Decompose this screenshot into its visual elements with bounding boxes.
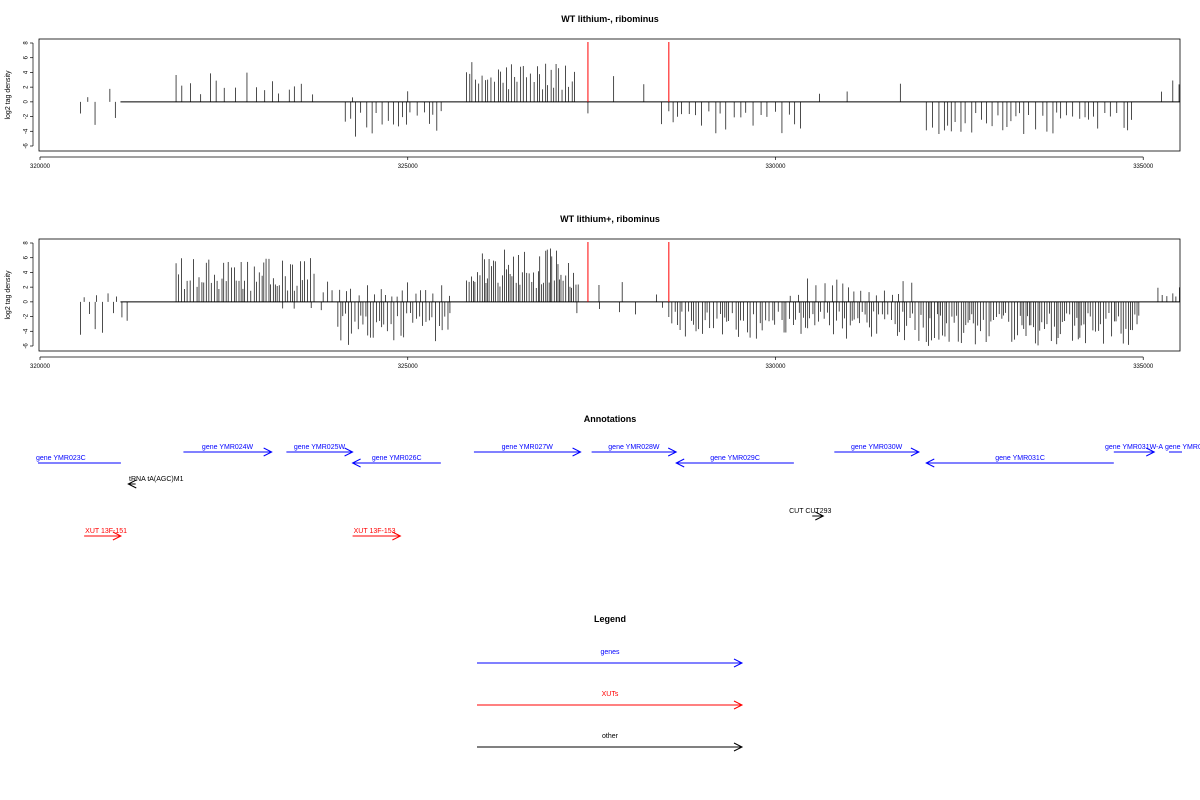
feature-arrow <box>127 479 137 489</box>
feature-label: gene YMR023C <box>36 455 86 462</box>
x-tick-label: 335000 <box>1133 364 1154 370</box>
y-axis-label: log2 tag density <box>5 70 12 120</box>
x-tick-label: 320000 <box>30 164 51 170</box>
x-tick-label: 330000 <box>765 164 786 170</box>
track-title: WT lithium+, ribominus <box>560 214 660 224</box>
annotation-feature: gene YMR026C <box>351 455 441 468</box>
y-tick-label: -2 <box>24 113 30 119</box>
annotation-feature: gene YMR031W-A <box>1105 444 1163 457</box>
y-tick-label: 0 <box>24 300 30 304</box>
feature-label: gene YMR028W <box>608 444 660 451</box>
y-tick-label: -6 <box>24 343 30 349</box>
track-title: WT lithium-, ribominus <box>561 14 659 24</box>
x-tick-label: 325000 <box>398 164 419 170</box>
y-tick-label: 8 <box>24 241 30 245</box>
plot-frame <box>38 238 1181 352</box>
feature-arrow <box>925 458 935 468</box>
annotation-feature: CUT CUT293 <box>789 508 831 521</box>
annotations-title: Annotations <box>584 414 637 424</box>
feature-label: gene YMR027W <box>502 444 554 451</box>
y-tick-label: 2 <box>24 85 30 89</box>
annotation-feature: gene YMR028W <box>591 444 678 457</box>
feature-arrow <box>572 447 582 457</box>
feature-arrow <box>344 447 354 457</box>
track-panel-lithium-minus: WT lithium-, ribominus log2 tag density … <box>5 14 1181 170</box>
track-panel-lithium-plus: WT lithium+, ribominus log2 tag density … <box>5 214 1181 370</box>
legend-item: other <box>477 733 744 752</box>
density-bars <box>80 242 1180 346</box>
annotation-feature: tRNA tA(AGC)M1 <box>127 476 184 489</box>
y-axis: -6 -4 -2 0 2 4 6 8 <box>24 241 34 349</box>
y-tick-label: 2 <box>24 285 30 289</box>
feature-arrow <box>675 458 685 468</box>
feature-label: gene YMR029C <box>710 455 760 462</box>
feature-arrow <box>263 447 273 457</box>
y-tick-label: -4 <box>24 328 30 334</box>
legend-title: Legend <box>594 614 626 624</box>
annotation-feature: XUT 13F-151 <box>84 528 127 541</box>
annotation-feature: gene YMR031C <box>925 455 1114 468</box>
legend-item: XUTs <box>477 691 744 710</box>
y-tick-label: 4 <box>24 70 30 74</box>
y-tick-label: 4 <box>24 270 30 274</box>
y-axis-label: log2 tag density <box>5 270 12 320</box>
feature-arrow <box>112 531 123 541</box>
x-axis: 320000 325000 330000 335000 <box>30 156 1154 170</box>
annotation-feature: gene YMR024W <box>183 444 273 457</box>
y-tick-label: -6 <box>24 143 30 149</box>
feature-label: gene YMR030W <box>851 444 903 451</box>
feature-label: gene YMR032W <box>1165 444 1200 451</box>
annotation-feature: gene YMR032W <box>1165 444 1200 453</box>
x-axis: 320000 325000 330000 335000 <box>30 356 1154 370</box>
feature-label: gene YMR026C <box>372 455 422 462</box>
annotations-track: Annotations gene YMR023C gene YMR024W gene… <box>36 414 1200 541</box>
legend-label: XUTs <box>602 691 619 698</box>
feature-arrow <box>667 447 678 457</box>
feature-label: gene YMR025W <box>294 444 346 451</box>
feature-label: XUT 13F-153 <box>354 528 396 535</box>
feature-arrow <box>910 447 921 457</box>
annotation-feature: gene YMR029C <box>675 455 794 468</box>
x-tick-label: 320000 <box>30 364 51 370</box>
feature-arrow <box>392 531 402 541</box>
feature-label: CUT CUT293 <box>789 508 831 515</box>
y-tick-label: 6 <box>24 55 30 59</box>
y-tick-label: 8 <box>24 41 30 45</box>
y-tick-label: -2 <box>24 313 30 319</box>
x-tick-label: 335000 <box>1133 164 1154 170</box>
feature-label: gene YMR031W-A <box>1105 444 1163 451</box>
feature-arrow <box>815 511 825 521</box>
feature-arrow <box>1146 447 1156 457</box>
legend-label: genes <box>600 649 620 656</box>
y-tick-label: -4 <box>24 128 30 134</box>
legend-arrow <box>733 700 744 710</box>
density-bars <box>80 42 1180 137</box>
annotation-feature: gene YMR027W <box>473 444 582 457</box>
y-axis: -6 -4 -2 0 2 4 6 8 <box>24 41 34 149</box>
annotation-feature: XUT 13F-153 <box>352 528 402 541</box>
legend-item: genes <box>477 649 744 668</box>
x-tick-label: 325000 <box>398 364 419 370</box>
feature-label: gene YMR024W <box>202 444 254 451</box>
legend: Legend genes XUTs other <box>477 614 744 752</box>
feature-arrow <box>351 458 361 468</box>
legend-arrow <box>733 658 744 668</box>
plot-frame <box>38 38 1181 152</box>
legend-arrow <box>733 742 744 752</box>
annotation-feature: gene YMR023C <box>36 455 121 464</box>
annotation-feature: gene YMR030W <box>834 444 921 457</box>
feature-label: XUT 13F-151 <box>85 528 127 535</box>
y-tick-label: 0 <box>24 100 30 104</box>
legend-label: other <box>602 733 619 740</box>
feature-label: tRNA tA(AGC)M1 <box>129 476 184 483</box>
annotation-feature: gene YMR025W <box>286 444 354 457</box>
x-tick-label: 330000 <box>765 364 786 370</box>
feature-label: gene YMR031C <box>995 455 1045 462</box>
y-tick-label: 6 <box>24 255 30 259</box>
